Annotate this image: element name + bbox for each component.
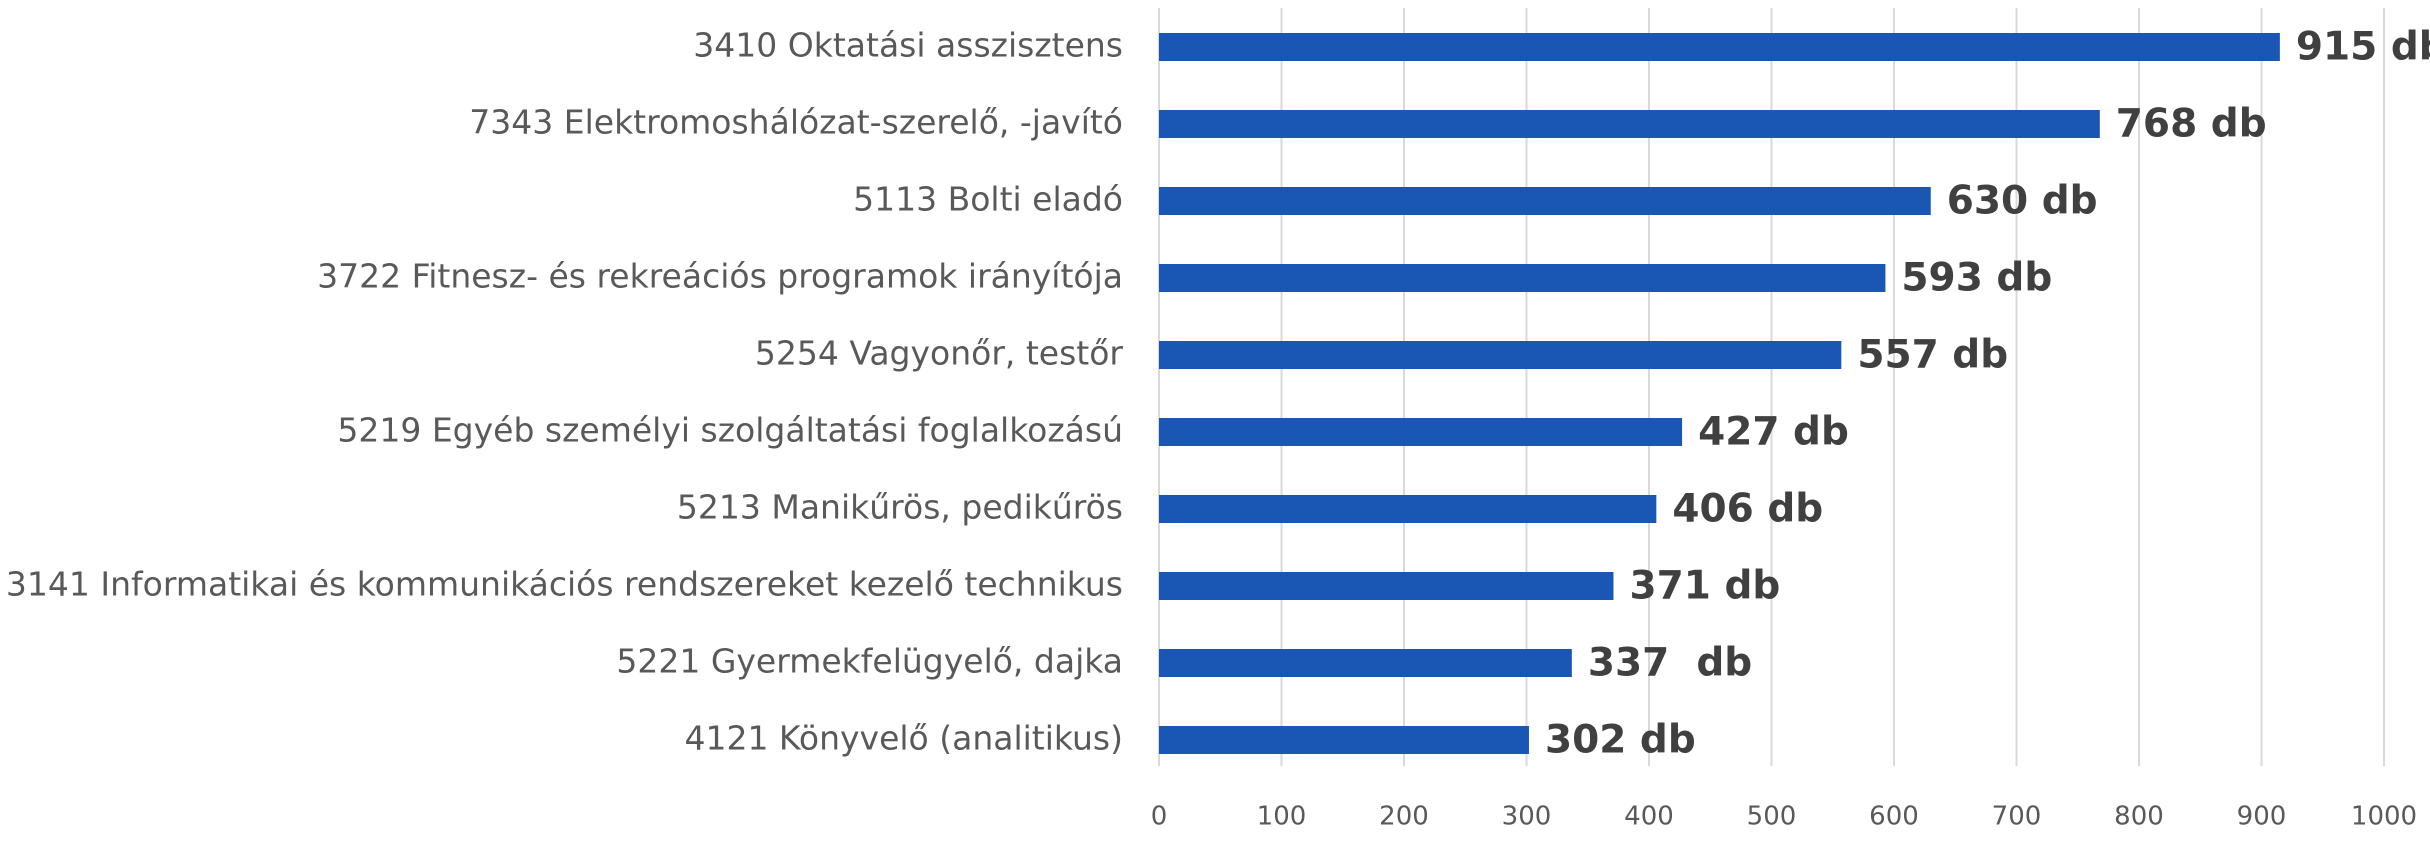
bar — [1159, 649, 1572, 677]
value-label: 557 db — [1857, 333, 2008, 378]
value-label: 427 db — [1698, 410, 1849, 455]
category-label: 5221 Gyermekfelügyelő, dajka — [616, 642, 1123, 681]
category-label: 7343 Elektromoshálózat-szerelő, -javító — [469, 103, 1123, 142]
category-label: 3722 Fitnesz- és rekreációs programok ir… — [317, 257, 1123, 296]
x-tick-label: 100 — [1257, 802, 1307, 832]
value-label: 371 db — [1629, 564, 1780, 609]
category-label: 5219 Egyéb személyi szolgáltatási foglal… — [337, 411, 1123, 450]
category-label: 5213 Manikűrös, pedikűrös — [677, 488, 1123, 527]
bar — [1159, 418, 1683, 446]
x-tick-label: 0 — [1151, 802, 1168, 832]
x-tick-label: 500 — [1747, 802, 1797, 832]
x-tick-label: 800 — [2114, 802, 2164, 832]
value-label: 337 db — [1588, 641, 1752, 686]
bar — [1159, 341, 1842, 369]
x-tick-label: 900 — [2237, 802, 2287, 832]
value-label: 406 db — [1672, 487, 1823, 532]
x-tick-label: 600 — [1869, 802, 1919, 832]
category-label: 3410 Oktatási asszisztens — [693, 26, 1123, 65]
bar — [1159, 187, 1931, 215]
category-label: 5254 Vagyonőr, testőr — [755, 334, 1124, 373]
value-label: 630 db — [1947, 179, 2098, 224]
bar — [1159, 572, 1614, 600]
category-label: 5113 Bolti eladó — [853, 180, 1123, 219]
x-tick-label: 700 — [1992, 802, 2042, 832]
value-label: 593 db — [1901, 256, 2052, 301]
value-label: 768 db — [2116, 102, 2267, 147]
x-tick-label: 1000 — [2351, 802, 2417, 832]
bar — [1159, 726, 1529, 754]
bar — [1159, 110, 2100, 138]
category-label: 4121 Könyvelő (analitikus) — [684, 719, 1123, 758]
bar — [1159, 495, 1657, 523]
value-label: 915 db — [2296, 25, 2430, 70]
x-tick-label: 400 — [1624, 802, 1674, 832]
value-label: 302 db — [1545, 718, 1696, 763]
x-tick-label: 300 — [1502, 802, 1552, 832]
x-tick-label: 200 — [1379, 802, 1429, 832]
bar — [1159, 264, 1886, 292]
bar — [1159, 33, 2280, 61]
category-label: 3141 Informatikai és kommunikációs rends… — [6, 565, 1123, 604]
